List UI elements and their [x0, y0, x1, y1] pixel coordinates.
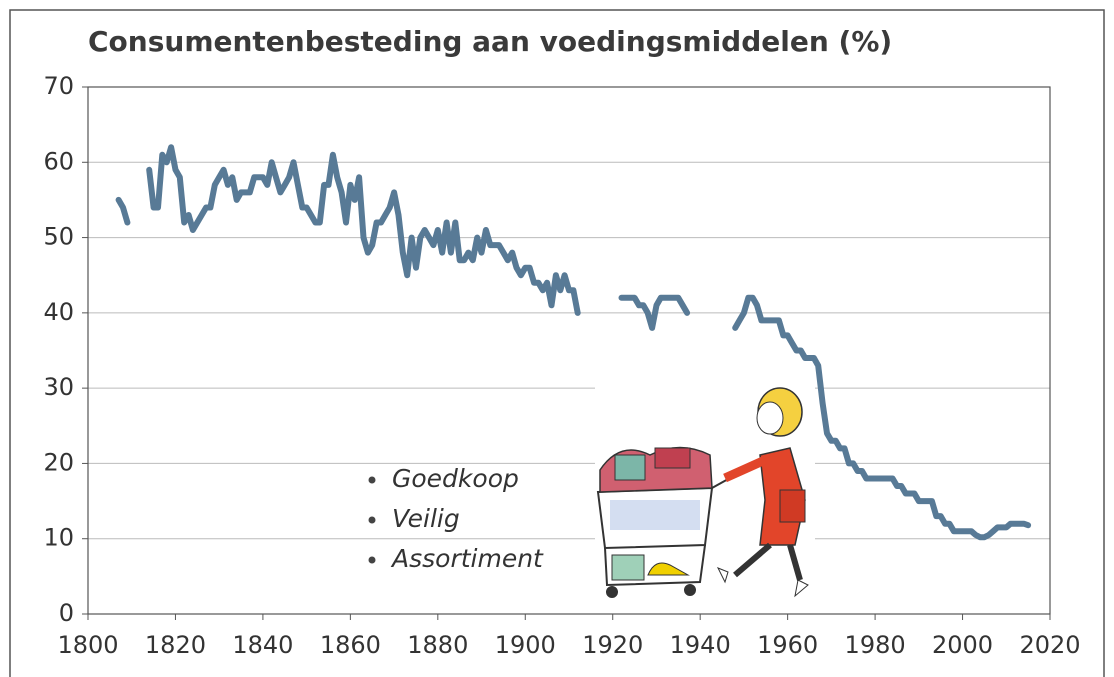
- annotation: Assortiment: [390, 544, 544, 573]
- chart-title: Consumentenbesteding aan voedingsmiddele…: [88, 25, 892, 58]
- x-tick-label: 1900: [495, 631, 556, 659]
- y-tick-label: 60: [43, 147, 74, 175]
- x-tick-label: 2020: [1019, 631, 1080, 659]
- y-tick-label: 20: [43, 448, 74, 476]
- y-tick-label: 30: [43, 373, 74, 401]
- x-tick-label: 1940: [670, 631, 731, 659]
- x-tick-label: 2000: [932, 631, 993, 659]
- illustration: [595, 385, 815, 600]
- bullet: [369, 557, 376, 564]
- y-tick-label: 50: [43, 223, 74, 251]
- y-tick-label: 70: [43, 72, 74, 100]
- bullet: [369, 517, 376, 524]
- lines: [119, 147, 1029, 537]
- x-tick-label: 1820: [145, 631, 206, 659]
- x-tick-label: 1800: [57, 631, 118, 659]
- notes: Goedkoop Veilig Assortiment: [369, 464, 545, 573]
- y-tick-label: 0: [59, 599, 74, 627]
- data-line: [119, 147, 1029, 537]
- x-tick-label: 1860: [320, 631, 381, 659]
- chart: Consumentenbesteding aan voedingsmiddele…: [0, 0, 1114, 677]
- x-tick-label: 1960: [757, 631, 818, 659]
- x-tick-label: 1980: [845, 631, 906, 659]
- x-tick-label: 1920: [582, 631, 643, 659]
- y-tick-label: 10: [43, 524, 74, 552]
- annotation: Goedkoop: [392, 464, 519, 493]
- plot-frame: [88, 87, 1050, 614]
- frame: [10, 10, 1104, 677]
- annotation: Veilig: [392, 504, 460, 533]
- y-tick-label: 40: [43, 298, 74, 326]
- grid: 0 10 20 30 40 50 60 70 1800 1820 1840 1860 1880 1900 1…: [43, 72, 1080, 659]
- x-tick-label: 1880: [407, 631, 468, 659]
- bullet: [369, 477, 376, 484]
- x-tick-label: 1840: [232, 631, 293, 659]
